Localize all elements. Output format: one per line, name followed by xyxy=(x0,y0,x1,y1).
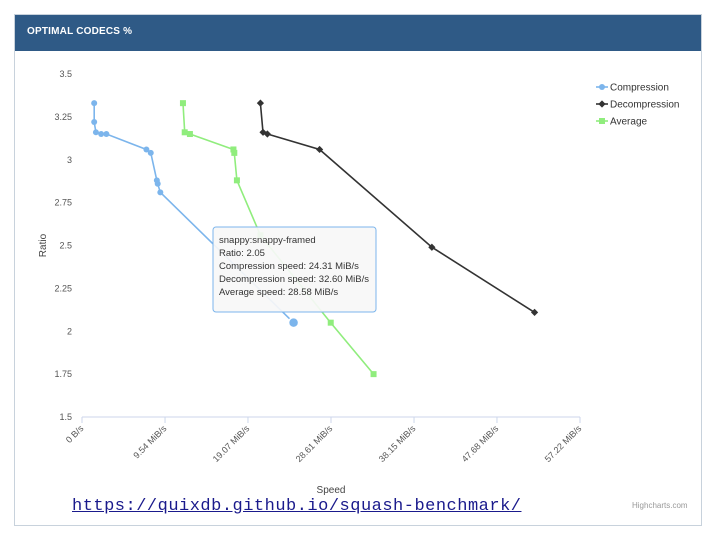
decompression-data-point xyxy=(530,308,539,316)
decompression-data-point xyxy=(263,130,271,138)
compression-data-point xyxy=(103,131,110,138)
average-data-point xyxy=(233,177,240,184)
average-data-point xyxy=(231,149,238,156)
legend-decompression-marker xyxy=(598,100,606,108)
chart-panel: OPTIMAL CODECS % xyxy=(14,14,702,526)
legend-compression-label: Compression xyxy=(610,83,669,94)
compression-data-point xyxy=(143,146,150,153)
decompression-data-point xyxy=(259,128,267,136)
average-data-point xyxy=(179,100,186,107)
y-tick-label: 2 xyxy=(67,326,72,336)
average-data-point xyxy=(181,129,188,136)
compression-data-point xyxy=(91,100,98,107)
tooltip: snappy:snappy-framed Ratio: 2.05 Compressi… xyxy=(212,226,377,313)
y-tick-label: 3.25 xyxy=(54,112,72,122)
tooltip-line: Average speed: 28.58 MiB/s xyxy=(219,287,338,298)
x-tick-label: 19.07 MiB/s xyxy=(211,423,252,464)
compression-data-point xyxy=(154,180,161,187)
source-url-link[interactable]: https://quixdb.github.io/squash-benchmar… xyxy=(72,497,522,516)
decompression-data-point xyxy=(428,243,436,251)
x-tick-label: 38.15 MiB/s xyxy=(377,423,418,464)
y-tick-label: 2.25 xyxy=(54,283,72,293)
y-tick-label: 1.5 xyxy=(59,412,72,422)
decompression-series-line xyxy=(259,103,536,314)
compression-data-point xyxy=(157,189,164,196)
x-tick-label: 47.68 MiB/s xyxy=(460,423,501,464)
x-tick-label: 0 B/s xyxy=(64,423,86,445)
hovered-data-point xyxy=(287,316,300,329)
compression-data-point xyxy=(98,131,105,138)
tooltip-line: Ratio: 2.05 xyxy=(219,248,265,259)
decompression-data-point xyxy=(256,99,265,107)
y-tick-label: 3.5 xyxy=(59,69,72,79)
compression-data-point xyxy=(91,119,98,126)
panel-header: OPTIMAL CODECS % xyxy=(15,15,701,51)
compression-data-point xyxy=(92,129,99,136)
decompression-data-point xyxy=(315,145,324,154)
legend-compression-marker xyxy=(599,84,605,90)
y-tick-label: 2.5 xyxy=(59,241,72,251)
x-tick-label: 57.22 MiB/s xyxy=(543,423,584,464)
y-tick-label: 1.75 xyxy=(54,369,72,379)
y-axis-title: Ratio xyxy=(38,233,49,257)
panel-title: OPTIMAL CODECS % xyxy=(27,26,133,37)
tooltip-box xyxy=(212,226,377,313)
legend-average-marker xyxy=(599,118,605,124)
average-data-point xyxy=(186,131,193,138)
highcharts-credits[interactable]: Highcharts.com xyxy=(632,501,688,510)
average-data-point xyxy=(370,371,377,378)
x-tick-label: 9.54 MiB/s xyxy=(131,423,168,460)
legend-average-label: Average xyxy=(610,117,648,128)
tooltip-line: snappy:snappy-framed xyxy=(219,235,316,246)
y-tick-label: 2.75 xyxy=(54,198,72,208)
tooltip-line: Decompression speed: 32.60 MiB/s xyxy=(219,274,369,285)
y-tick-label: 3 xyxy=(67,155,72,165)
legend-decompression-label: Decompression xyxy=(610,100,679,111)
tooltip-line: Compression speed: 24.31 MiB/s xyxy=(219,261,359,272)
x-axis-title: Speed xyxy=(317,485,346,496)
average-data-point xyxy=(230,146,237,153)
compression-data-point xyxy=(147,149,154,156)
x-tick-label: 28.61 MiB/s xyxy=(294,423,335,464)
average-data-point xyxy=(327,319,334,326)
